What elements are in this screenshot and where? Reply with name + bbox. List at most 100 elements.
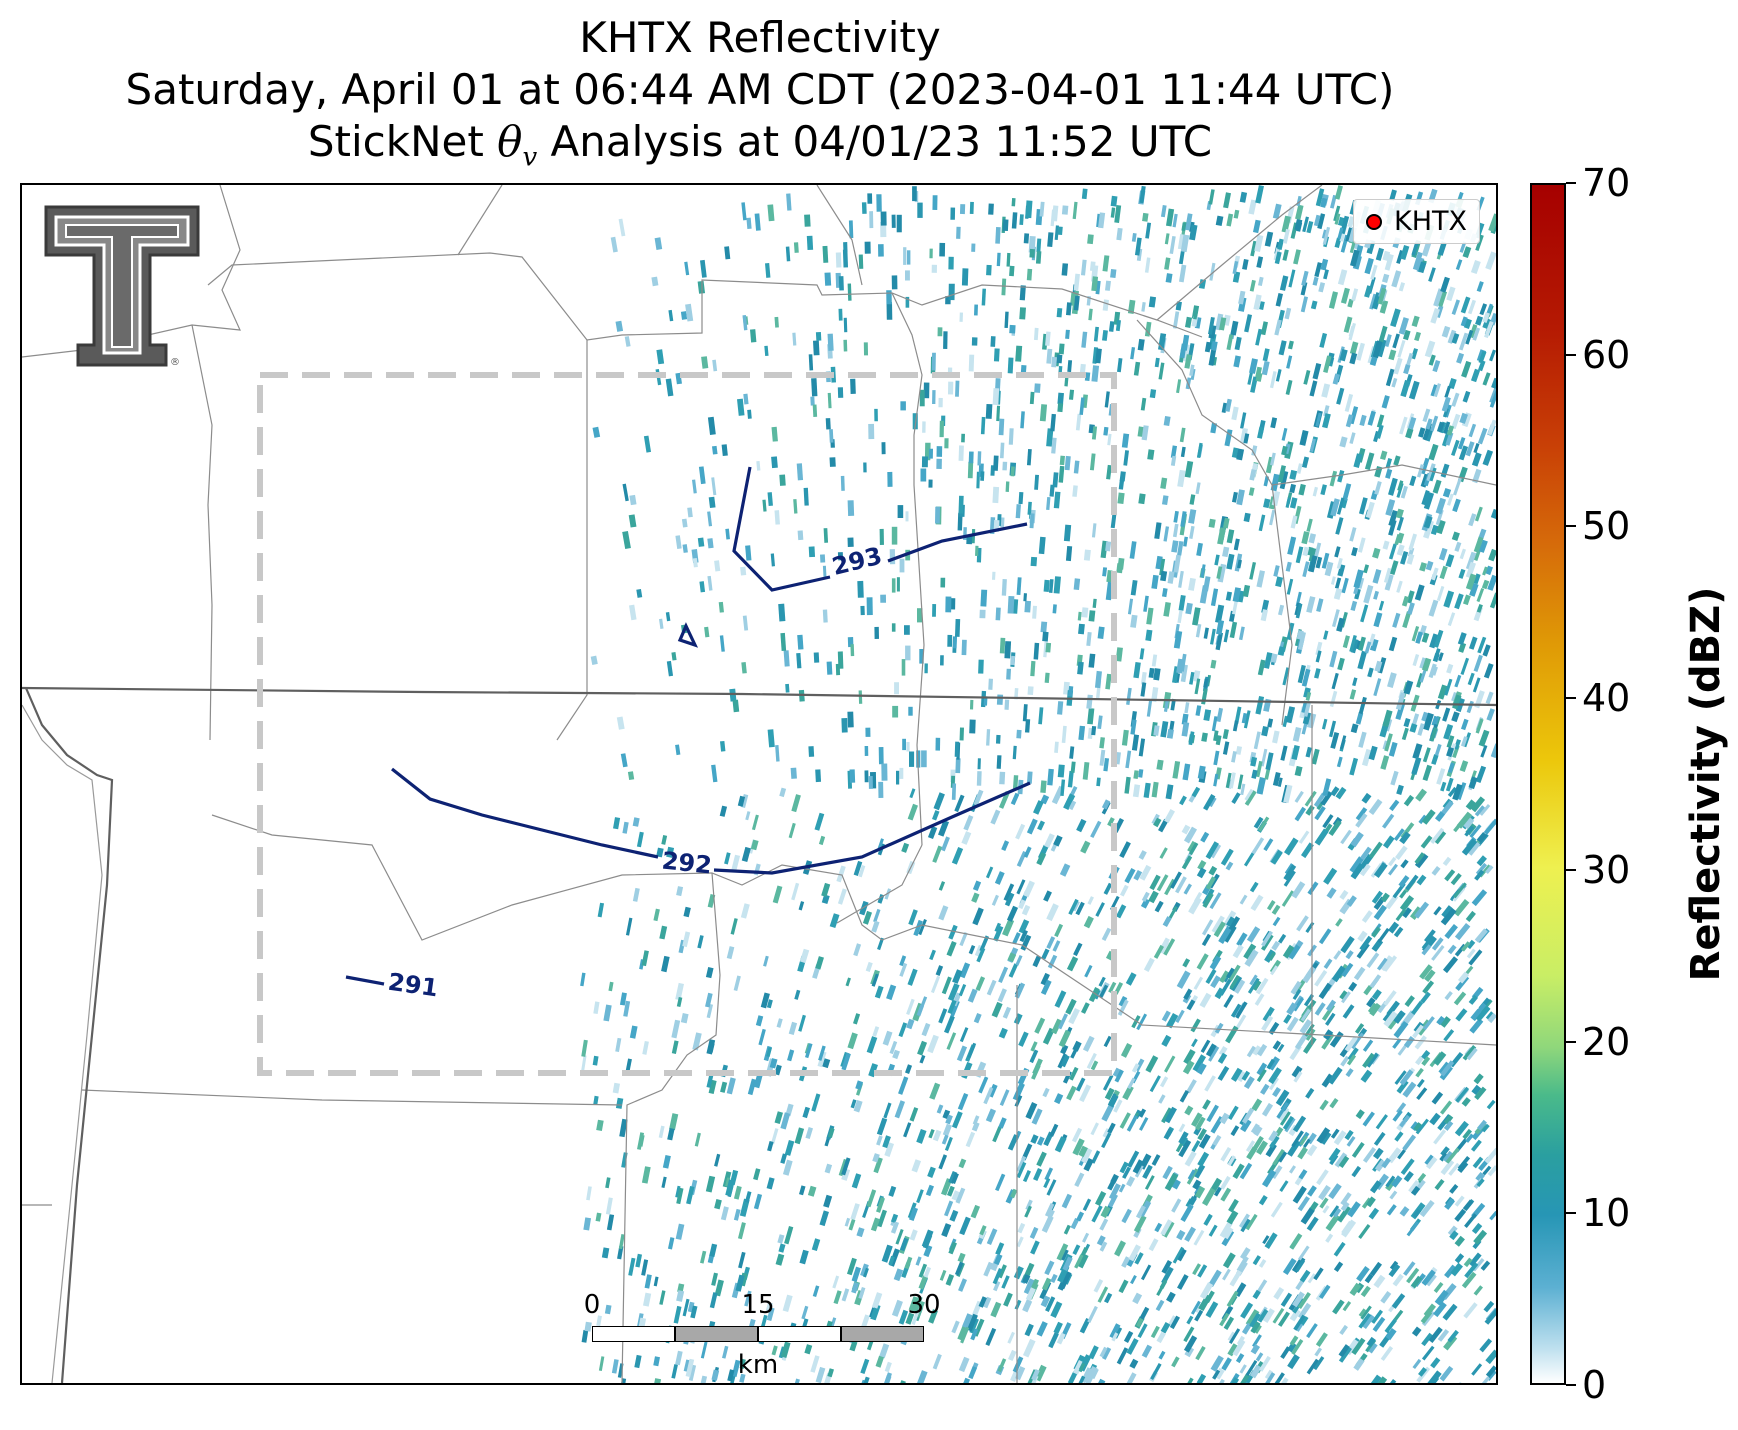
echo-gate xyxy=(1046,903,1059,922)
echo-gate xyxy=(891,578,896,593)
echo-gate xyxy=(1336,756,1343,768)
echo-gate xyxy=(1021,904,1031,916)
echo-gate xyxy=(956,226,961,239)
echo-gate xyxy=(843,317,848,333)
echo-gate xyxy=(1274,251,1282,265)
echo-gate xyxy=(1242,259,1249,270)
echo-gate xyxy=(975,976,986,992)
echo-gate xyxy=(1415,1118,1429,1135)
echo-gate xyxy=(1032,955,1042,968)
echo-gate xyxy=(1125,972,1137,986)
echo-gate xyxy=(1163,416,1171,427)
echo-gate xyxy=(1324,561,1334,577)
echo-gate xyxy=(668,309,674,322)
map-panel[interactable]: 293 292 291 ® KHTX 0 15 30 xyxy=(20,183,1498,1385)
echo-gate xyxy=(1149,874,1161,891)
echo-gate xyxy=(1408,416,1417,430)
echo-gate xyxy=(778,603,786,622)
echo-gate xyxy=(1127,598,1134,615)
echo-gate xyxy=(785,246,791,262)
echo-gate xyxy=(961,268,969,286)
echo-gate xyxy=(654,237,663,250)
echo-gate xyxy=(1332,1299,1345,1315)
echo-gate xyxy=(951,1111,963,1129)
echo-gate xyxy=(969,699,974,710)
echo-gate xyxy=(1183,1326,1195,1343)
echo-gate xyxy=(1403,329,1411,341)
echo-gate xyxy=(1315,556,1323,569)
echo-gate xyxy=(995,1242,1005,1256)
echo-gate xyxy=(1337,1205,1352,1223)
echo-gate xyxy=(1060,1044,1069,1055)
echo-gate xyxy=(1052,472,1059,488)
echo-gate xyxy=(799,948,810,964)
county-line xyxy=(191,324,213,741)
echo-gate xyxy=(1289,1233,1303,1250)
echo-gate xyxy=(704,626,710,638)
echo-gate xyxy=(1415,1055,1424,1066)
echo-gate xyxy=(1293,1314,1306,1331)
echo-gate xyxy=(1461,941,1471,952)
echo-gate xyxy=(1333,205,1341,222)
echo-gate xyxy=(944,1136,953,1152)
echo-gate xyxy=(1249,974,1258,986)
echo-gate xyxy=(896,214,902,233)
echo-gate xyxy=(860,1376,870,1383)
echo-gate xyxy=(1088,653,1096,668)
echo-gate xyxy=(936,1104,944,1114)
echo-gate xyxy=(1053,835,1063,847)
echo-gate xyxy=(959,962,971,979)
echo-gate xyxy=(1468,423,1477,438)
echo-gate xyxy=(1444,678,1453,696)
echo-gate xyxy=(972,880,982,892)
theta-symbol: θv xyxy=(497,117,537,172)
echo-gate xyxy=(1239,427,1249,444)
echo-gate xyxy=(1144,1175,1155,1190)
echo-gate xyxy=(1010,1367,1021,1382)
echo-gate xyxy=(1203,1213,1213,1226)
echo-gate xyxy=(641,950,649,967)
echo-gate xyxy=(990,809,1001,825)
echo-gate xyxy=(1406,352,1414,366)
echo-gate xyxy=(1471,1222,1483,1235)
echo-gate xyxy=(1423,1303,1436,1318)
echo-gate xyxy=(1004,641,1012,659)
echo-gate xyxy=(1190,368,1196,381)
echo-gate xyxy=(851,1173,862,1189)
echo-gate xyxy=(1110,269,1117,278)
echo-gate xyxy=(1448,378,1457,390)
echo-gate xyxy=(1299,1135,1308,1146)
echo-gate xyxy=(1342,1301,1352,1312)
echo-gate xyxy=(711,764,718,783)
echo-gate xyxy=(1334,213,1341,225)
echo-gate xyxy=(1341,1220,1354,1235)
echo-gate xyxy=(767,492,773,506)
echo-gate xyxy=(1347,216,1355,228)
echo-gate xyxy=(1095,902,1105,917)
echo-gate xyxy=(853,943,862,957)
echo-gate xyxy=(1349,757,1359,776)
echo-gate xyxy=(916,1370,928,1383)
echo-gate xyxy=(1367,667,1374,678)
echo-gate xyxy=(1282,1115,1294,1131)
echo-gate xyxy=(1403,718,1411,728)
echo-gate xyxy=(1454,1208,1467,1222)
echo-gate xyxy=(1043,1177,1051,1189)
echo-gate xyxy=(1292,1185,1307,1204)
echo-gate xyxy=(1261,725,1269,737)
echo-gate xyxy=(1189,525,1195,539)
echo-gate xyxy=(1475,765,1487,784)
echo-gate xyxy=(707,538,714,549)
echo-gate xyxy=(1080,259,1087,276)
echo-gate xyxy=(1099,1241,1108,1252)
echo-gate xyxy=(1165,273,1173,283)
echo-gate xyxy=(985,866,994,879)
title-line-3-suffix: Analysis at 04/01/23 11:52 UTC xyxy=(537,117,1213,166)
echo-gate xyxy=(1329,1205,1340,1218)
echo-gate xyxy=(1474,869,1485,881)
echo-gate xyxy=(1475,234,1484,252)
echo-gate xyxy=(903,247,907,265)
echo-gate xyxy=(1485,865,1494,874)
title-line-2: Saturday, April 01 at 06:44 AM CDT (2023… xyxy=(125,65,1395,114)
echo-gate xyxy=(1381,273,1390,283)
